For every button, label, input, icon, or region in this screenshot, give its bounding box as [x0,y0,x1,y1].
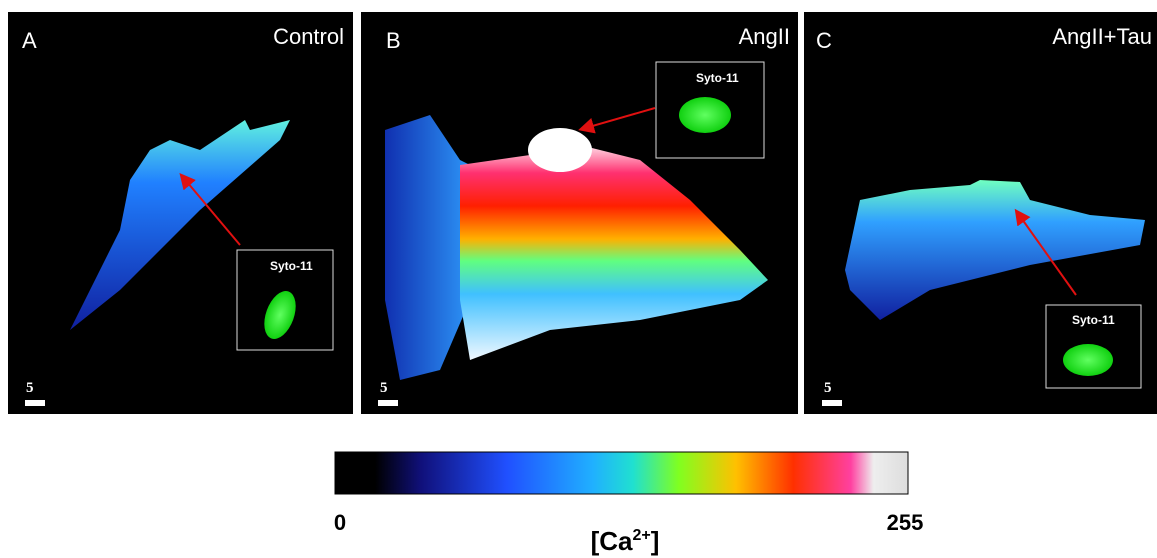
colorbar-gradient [335,452,908,494]
panel-letter: A [22,28,37,53]
colorbar: 0 255 [Ca2+] [334,452,923,556]
panel-b: B AngII Syto-11 5 [361,12,798,414]
inset-label: Syto-11 [270,259,313,273]
panel-a: A Control Syto-11 5 [8,12,353,414]
peak [528,128,592,172]
nucleus [679,97,731,133]
scale-label: 5 [26,380,34,396]
colorbar-label: [Ca2+] [591,526,660,556]
nucleus [1063,344,1113,376]
label-end: ] [651,526,660,556]
panel-label: Control [273,24,344,49]
panel-label: AngII+Tau [1052,24,1152,49]
label-base: [Ca [591,526,633,556]
scale-label: 5 [824,380,832,396]
inset-label: Syto-11 [1072,313,1115,327]
panel-letter: B [386,28,401,53]
figure: A Control Syto-11 5 B AngII Syto-11 5 C … [0,0,1157,558]
colorbar-min: 0 [334,510,346,535]
inset-label: Syto-11 [696,71,739,85]
colorbar-max: 255 [887,510,924,535]
label-sup: 2+ [632,527,650,544]
panel-letter: C [816,28,832,53]
scale-bar [822,400,842,406]
panel-label: AngII [739,24,790,49]
scale-bar [378,400,398,406]
panel-c: C AngII+Tau Syto-11 5 [804,12,1157,414]
scale-bar [25,400,45,406]
scale-label: 5 [380,380,388,396]
